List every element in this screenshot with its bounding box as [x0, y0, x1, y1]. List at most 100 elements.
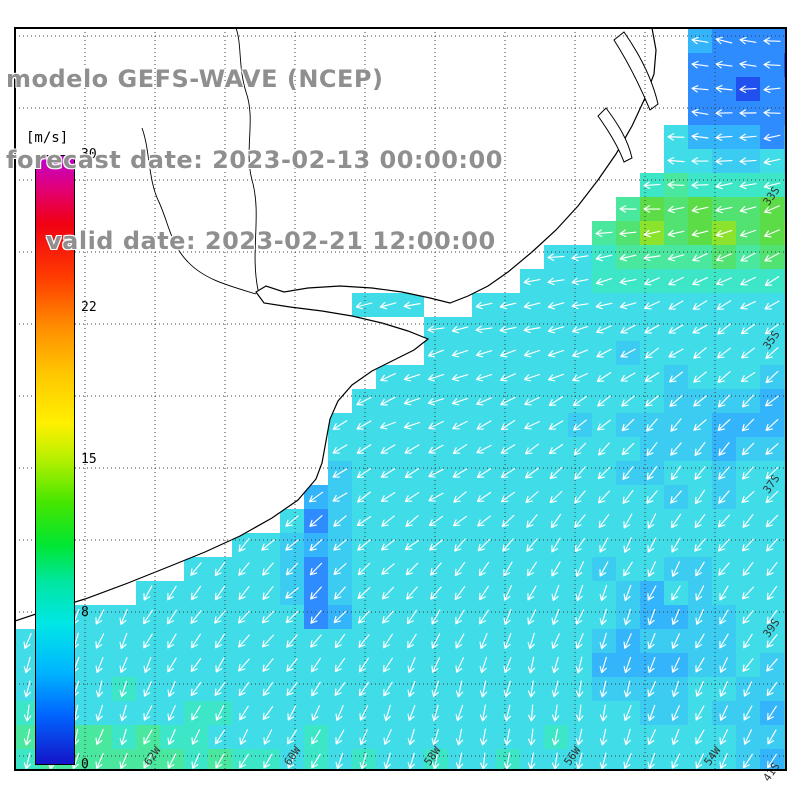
wind-arrow: [479, 752, 488, 770]
wind-arrow: [597, 395, 611, 407]
wind-arrow: [500, 419, 516, 431]
wind-arrow: [647, 608, 656, 626]
wind-arrow: [767, 705, 777, 721]
wind-arrow: [167, 609, 177, 625]
wind-arrow: [499, 349, 517, 358]
wind-arrow: [547, 302, 565, 310]
wind-arrow: [695, 753, 705, 769]
wind-arrow: [429, 539, 443, 551]
wind-arrow: [766, 538, 778, 552]
wind-arrow: [691, 181, 709, 189]
wind-arrow: [143, 656, 152, 674]
wind-arrow: [741, 490, 755, 504]
wind-arrow: [763, 181, 781, 190]
wind-arrow: [766, 585, 778, 601]
wind-arrow: [647, 513, 657, 529]
wind-arrow: [668, 348, 684, 358]
wind-arrow: [646, 418, 658, 432]
wind-arrow: [741, 418, 755, 432]
wind-arrow: [359, 729, 368, 745]
wind-arrow: [476, 491, 492, 503]
wind-arrow: [475, 350, 493, 358]
wind-arrow: [623, 753, 632, 769]
speed-cell: [208, 749, 232, 770]
wind-arrow: [551, 584, 560, 602]
wind-arrow: [575, 656, 584, 674]
wind-arrow: [191, 633, 201, 649]
wind-arrow: [620, 324, 636, 334]
wind-arrow: [427, 398, 445, 406]
wind-arrow: [575, 680, 584, 698]
wind-arrow: [119, 609, 128, 625]
wind-arrow: [599, 561, 609, 577]
wind-arrow: [765, 395, 779, 407]
wind-arrow: [332, 444, 348, 454]
wind-arrow: [571, 277, 589, 286]
wind-arrow: [143, 681, 153, 697]
wind-arrow: [452, 515, 468, 527]
wind-arrow: [715, 205, 733, 214]
wind-arrow: [620, 372, 636, 382]
wind-arrow: [238, 634, 250, 648]
wind-arrow: [671, 609, 680, 625]
wind-arrow: [619, 253, 637, 262]
wind-arrow: [573, 419, 587, 431]
wind-arrow: [670, 442, 682, 456]
wind-arrow: [574, 490, 586, 504]
wind-arrow: [381, 563, 395, 575]
wind-arrow: [332, 492, 348, 502]
wind-arrow: [479, 680, 488, 698]
wind-arrow: [765, 347, 779, 359]
wind-arrow: [451, 397, 469, 406]
wind-arrow: [551, 656, 559, 674]
wind-arrow: [763, 109, 781, 117]
wind-arrow: [646, 442, 658, 456]
wind-arrow: [526, 514, 538, 528]
wind-arrow: [119, 657, 128, 673]
wind-arrow: [479, 609, 489, 625]
coastal-lagoon-north: [613, 31, 659, 111]
wind-arrow: [95, 633, 105, 649]
wind-arrow: [718, 538, 730, 552]
wind-arrow: [190, 585, 202, 601]
wind-arrow: [551, 537, 561, 553]
wind-arrow: [646, 490, 658, 504]
wind-arrow: [695, 705, 705, 721]
wind-arrow: [717, 514, 731, 528]
wind-arrow: [599, 752, 608, 770]
wind-arrow: [766, 634, 778, 648]
wind-arrow: [309, 539, 323, 551]
wind-arrow: [214, 610, 226, 624]
wind-arrow: [620, 348, 636, 358]
wind-arrow: [764, 276, 780, 286]
wind-arrow: [571, 253, 589, 262]
wind-arrow: [623, 728, 632, 746]
wind-arrow: [143, 705, 153, 721]
wind-arrow: [503, 704, 512, 722]
wind-arrow: [766, 562, 778, 576]
wind-arrow: [528, 704, 536, 722]
wind-arrow: [691, 205, 709, 214]
wind-arrow: [571, 301, 589, 310]
wind-arrow: [622, 490, 634, 504]
wind-arrow: [238, 586, 250, 600]
wind-arrow: [547, 373, 565, 382]
wind-arrow: [644, 372, 660, 382]
wind-arrow: [381, 539, 395, 551]
wind-arrow: [335, 729, 345, 745]
wind-arrow: [671, 633, 680, 649]
wind-arrow: [167, 585, 177, 601]
wind-arrow: [549, 490, 563, 504]
wind-arrow: [285, 539, 299, 551]
wind-arrow: [719, 657, 728, 673]
wind-arrow: [455, 680, 464, 698]
wind-arrow: [547, 326, 565, 334]
wind-arrow: [215, 753, 225, 769]
wind-arrow: [619, 229, 637, 238]
river-line-west: [141, 127, 257, 295]
wind-arrow: [215, 633, 225, 649]
wind-arrow: [719, 729, 729, 745]
wind-arrow: [214, 585, 226, 601]
wind-arrow: [715, 60, 733, 69]
wind-arrow: [527, 728, 536, 746]
